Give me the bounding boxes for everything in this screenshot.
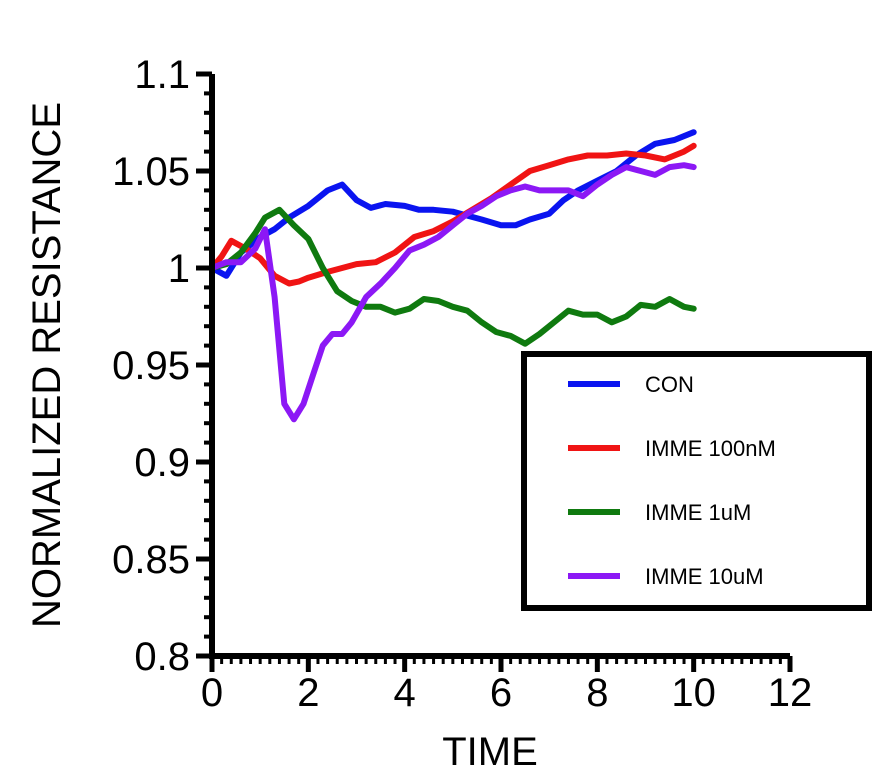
y-tick-label: 1	[168, 247, 190, 291]
series-line-imme-1um	[209, 206, 697, 347]
x-tick-label: 4	[394, 671, 416, 715]
x-tick-label: 0	[201, 671, 223, 715]
x-tick-label: 6	[490, 671, 512, 715]
x-tick-label: 12	[768, 671, 813, 715]
y-tick-label: 0.85	[112, 538, 190, 582]
x-tick-label: 2	[297, 671, 319, 715]
x-tick-label: 8	[586, 671, 608, 715]
legend-label: IMME 10uM	[645, 564, 764, 589]
legend-label: IMME 1uM	[645, 500, 751, 525]
axes: 0.8 0.85 0.9 0.95 1 1.05 1.1 0 2 4 6 8 10 12	[112, 53, 812, 715]
y-tick-label: 0.9	[134, 441, 190, 485]
x-axis-title: TIME	[442, 730, 538, 774]
y-tick-label: 0.8	[134, 635, 190, 679]
x-tick-label: 10	[671, 671, 716, 715]
plot-lines	[209, 129, 697, 423]
legend-box	[521, 351, 872, 611]
legend-label: CON	[645, 372, 694, 397]
y-tick-label: 1.1	[134, 53, 190, 97]
y-axis-title: NORMALIZED RESISTANCE	[25, 102, 69, 628]
y-tick-label: 0.95	[112, 344, 190, 388]
legend-label: IMME 100nM	[645, 436, 776, 461]
y-tick-label: 1.05	[112, 150, 190, 194]
legend: CON IMME 100nM IMME 1uM IMME 10uM	[521, 351, 872, 611]
series-line-imme-10um	[209, 162, 697, 423]
